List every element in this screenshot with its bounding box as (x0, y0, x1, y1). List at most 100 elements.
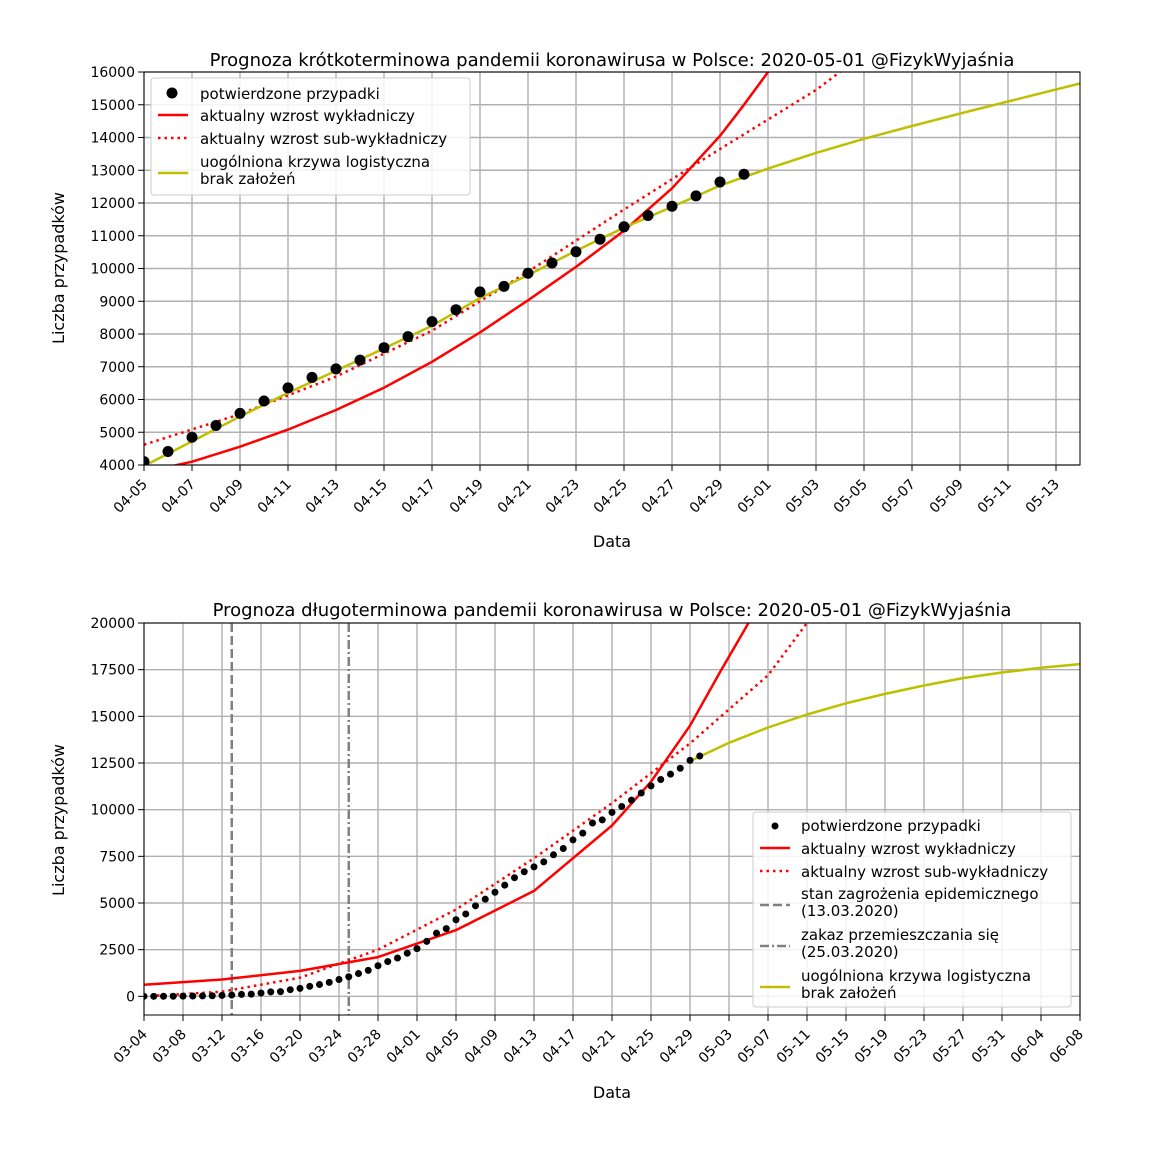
data-point (571, 246, 582, 257)
chart-1-y-axis-label: Liczba przypadków (49, 192, 68, 344)
y-tick-label: 10000 (90, 803, 135, 819)
data-point (209, 992, 216, 999)
data-point (482, 896, 489, 903)
data-point (715, 177, 726, 188)
data-point (618, 803, 625, 810)
chart-2-legend-label-subexp: aktualny wzrost sub-wykładniczy (801, 863, 1048, 881)
data-point (451, 304, 462, 315)
data-point (170, 993, 177, 1000)
data-point (326, 979, 333, 986)
y-tick-label: 8000 (99, 327, 135, 343)
data-point (595, 234, 606, 245)
data-point (462, 910, 469, 917)
chart-2-y-axis-label: Liczba przypadków (49, 744, 68, 896)
data-point (379, 342, 390, 353)
data-point (365, 967, 372, 974)
data-point (238, 991, 245, 998)
data-point (163, 446, 174, 457)
data-point (427, 316, 438, 327)
data-point (235, 408, 246, 419)
y-tick-label: 17500 (90, 663, 135, 679)
data-point (540, 858, 547, 865)
data-point (403, 331, 414, 342)
y-tick-label: 15000 (90, 709, 135, 725)
chart-1-legend-marker-points (167, 88, 178, 99)
data-point (739, 169, 750, 180)
data-point (258, 990, 265, 997)
data-point (638, 790, 645, 797)
data-point (521, 868, 528, 875)
data-point (628, 797, 635, 804)
data-point (579, 830, 586, 837)
data-point (443, 925, 450, 932)
data-point (283, 382, 294, 393)
data-point (180, 993, 187, 1000)
data-point (187, 432, 198, 443)
data-point (394, 954, 401, 961)
data-point (189, 993, 196, 1000)
data-point (384, 958, 391, 965)
data-point (287, 986, 294, 993)
data-point (404, 950, 411, 957)
data-point (570, 836, 577, 843)
data-point (375, 962, 382, 969)
data-point (355, 970, 362, 977)
y-tick-label: 12000 (90, 196, 135, 212)
data-point (211, 420, 222, 431)
data-point (228, 992, 235, 999)
data-point (547, 257, 558, 268)
y-tick-label: 9000 (99, 294, 135, 310)
data-point (492, 889, 499, 896)
data-point (619, 221, 630, 232)
chart-2-legend: potwierdzone przypadki aktualny wzrost w… (753, 812, 1071, 1007)
data-point (306, 983, 313, 990)
data-point (609, 809, 616, 816)
y-tick-label: 15000 (90, 98, 135, 114)
data-point (248, 991, 255, 998)
data-point (307, 372, 318, 383)
data-point (599, 816, 606, 823)
chart-1-legend-label-points: potwierdzone przypadki (200, 85, 380, 103)
chart-1-title: Prognoza krótkoterminowa pandemii korona… (210, 50, 1015, 71)
chart-2-legend-label-points: potwierdzone przypadki (801, 817, 981, 835)
data-point (199, 992, 206, 999)
y-tick-label: 7000 (99, 360, 135, 376)
data-point (259, 395, 270, 406)
data-point (531, 863, 538, 870)
data-point (667, 201, 678, 212)
y-tick-label: 5000 (99, 425, 135, 441)
data-point (414, 945, 421, 952)
data-point (277, 988, 284, 995)
y-tick-label: 20000 (90, 616, 135, 632)
y-tick-label: 10000 (90, 262, 135, 278)
data-point (501, 882, 508, 889)
chart-2-title: Prognoza długoterminowa pandemii koronaw… (213, 600, 1012, 621)
data-point (453, 916, 460, 923)
chart-1-legend-label-subexp: aktualny wzrost sub-wykładniczy (200, 130, 447, 148)
y-tick-label: 13000 (90, 163, 135, 179)
data-point (687, 757, 694, 764)
y-tick-label: 0 (126, 989, 135, 1005)
chart-1-legend: potwierdzone przypadki aktualny wzrost w… (151, 78, 470, 195)
data-point (150, 993, 157, 1000)
data-point (523, 268, 534, 279)
data-point (560, 845, 567, 852)
chart-1-x-axis-label: Data (593, 532, 631, 551)
data-point (472, 902, 479, 909)
data-point (643, 210, 654, 221)
y-tick-label: 5000 (99, 896, 135, 912)
data-point (657, 776, 664, 783)
chart-2-legend-label-exp: aktualny wzrost wykładniczy (801, 840, 1016, 858)
y-tick-label: 6000 (99, 393, 135, 409)
data-point (499, 281, 510, 292)
data-point (345, 973, 352, 980)
data-point (511, 874, 518, 881)
data-point (423, 938, 430, 945)
data-point (691, 190, 702, 201)
y-tick-label: 7500 (99, 849, 135, 865)
chart-2-x-axis-label: Data (593, 1083, 631, 1102)
data-point (336, 976, 343, 983)
data-point (550, 851, 557, 858)
data-point (475, 286, 486, 297)
